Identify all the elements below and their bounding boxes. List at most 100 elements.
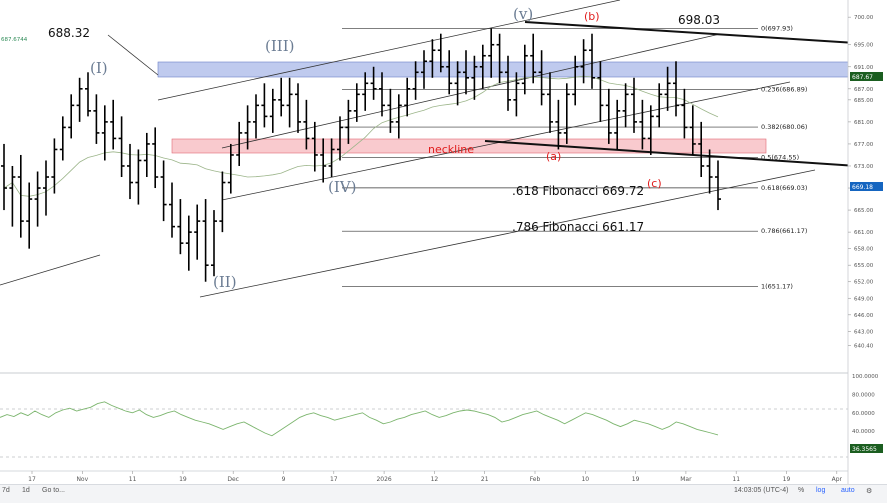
fib-level-label: 0.618(669.03) — [761, 184, 807, 192]
line-price-tag — [850, 72, 883, 81]
price-tick-label: 695.00 — [854, 43, 874, 49]
channel-upper-line — [157, 0, 621, 101]
price-tick-label: 687.00 — [854, 87, 874, 93]
neckline-label: neckline — [428, 143, 474, 156]
price-bar — [320, 138, 327, 183]
settings-icon[interactable]: ⚙ — [866, 488, 873, 495]
price-bar — [76, 77, 83, 122]
price-bar — [446, 50, 453, 95]
fib-level-label: 0.382(680.06) — [761, 123, 807, 131]
price-bar — [135, 149, 142, 205]
oscillator-value-tag-text: 36.3565 — [852, 446, 877, 453]
time-tick-label: 17 — [28, 476, 36, 483]
moving-average-line — [3, 75, 719, 197]
price-tick-label: 700.00 — [854, 15, 874, 21]
price-bar — [362, 72, 369, 111]
time-tick-label: Nov — [76, 476, 88, 483]
price-bar — [505, 55, 511, 111]
price-bar — [93, 94, 100, 144]
fib-level-label: 0.5(674.55) — [761, 153, 799, 161]
price-bar — [337, 116, 343, 161]
price-bar — [211, 210, 217, 277]
time-tick-label: 10 — [581, 476, 589, 483]
price-tick-label: 652.00 — [854, 280, 874, 286]
price-bar — [68, 94, 75, 139]
price-bar — [647, 105, 654, 155]
oscillator-line — [0, 401, 719, 437]
price-tick-label: 685.00 — [854, 98, 874, 104]
price-bar — [328, 138, 335, 178]
price-bar — [572, 55, 579, 106]
log-toggle[interactable]: log — [816, 487, 826, 494]
price-bar — [698, 121, 705, 178]
price-bar — [185, 215, 192, 271]
price-bar — [421, 50, 427, 89]
price-bar — [454, 61, 461, 106]
range-1d-button[interactable]: 1d — [22, 487, 30, 494]
price-tags: 687.67 669.18 36.3565 — [850, 72, 883, 453]
fib-level-label: 0(697.93) — [761, 25, 793, 33]
time-tick-label: Apr — [832, 476, 843, 483]
price-bar — [118, 116, 125, 178]
fib-786-label: .786 Fibonacci 661.17 — [512, 220, 644, 234]
price-tick-label: 691.00 — [854, 65, 874, 71]
fib-618-label: .618 Fibonacci 669.72 — [512, 184, 644, 198]
time-tick-label: 12 — [431, 476, 439, 483]
price-bar — [17, 154, 24, 238]
price-bar — [160, 160, 167, 222]
fibonacci-levels: 0(697.93) 0.236(686.89) 0.382(680.06) 0.5(6… — [342, 25, 807, 290]
price-bar — [353, 83, 360, 122]
price-bar — [429, 39, 436, 78]
percent-toggle[interactable]: % — [798, 487, 805, 494]
wave-v-label: (v) — [513, 5, 533, 23]
price-bar — [395, 94, 402, 139]
oscillator-tick-label: 60.0000 — [852, 411, 875, 417]
price-bar — [1, 143, 7, 211]
price-bar — [43, 160, 49, 216]
price-bar — [605, 88, 612, 144]
time-tick-label: Feb — [530, 476, 541, 483]
price-bar — [236, 121, 243, 166]
price-bar — [530, 33, 537, 84]
wave-III-label: (III) — [265, 37, 294, 55]
go-to-button[interactable]: Go to... — [42, 487, 65, 494]
price-tick-label: 649.00 — [854, 296, 874, 302]
downtrend-lower-line — [484, 140, 887, 169]
price-tick-label: 643.00 — [854, 329, 874, 335]
line-price-tag-text: 687.67 — [852, 74, 873, 81]
wave-I-label: (I) — [90, 59, 108, 77]
price-bar — [580, 39, 587, 84]
time-tick-label: Mar — [680, 476, 692, 483]
price-bar — [479, 44, 486, 89]
price-bar — [278, 77, 285, 117]
price-bar — [202, 199, 209, 282]
price-bar — [589, 33, 595, 89]
time-tick-label: 11 — [129, 476, 137, 483]
wave-II-label: (II) — [213, 273, 237, 291]
price-bar — [152, 127, 159, 189]
fib-level-label: 0.786(661.17) — [761, 227, 807, 235]
oscillator-tick-label: 100.0000 — [852, 374, 879, 380]
price-bar — [521, 44, 528, 95]
oscillator-panel — [0, 372, 887, 458]
auto-toggle[interactable]: auto — [841, 487, 855, 494]
fib-level-label: 1(651.17) — [761, 282, 793, 290]
time-tick-label: 19 — [179, 476, 187, 483]
price-tick-label: 665.00 — [854, 208, 874, 214]
price-bar — [194, 204, 201, 260]
channel-lower-line — [221, 81, 791, 201]
price-bar — [51, 138, 58, 194]
left-trend-line — [0, 254, 101, 286]
price-bar — [496, 33, 503, 84]
price-bar — [715, 160, 721, 211]
price-bar — [26, 182, 33, 249]
price-bar — [303, 99, 310, 150]
current-price-tag-text: 669.18 — [852, 184, 873, 191]
wave-a-label: (a) — [546, 150, 561, 163]
price-bar — [269, 88, 276, 133]
wave-b-label: (b) — [584, 10, 600, 23]
price-bar — [253, 94, 259, 139]
zone-layer — [157, 61, 879, 154]
range-7d-button[interactable]: 7d — [2, 487, 10, 494]
